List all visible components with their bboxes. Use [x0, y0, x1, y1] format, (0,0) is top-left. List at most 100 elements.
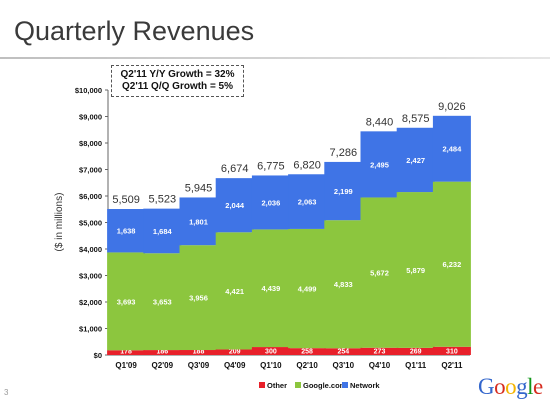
bar-value-label: 273	[374, 349, 386, 356]
bar-value-label: 4,833	[334, 280, 353, 289]
bar-value-label: 4,439	[262, 284, 281, 293]
page-title: Quarterly Revenues	[14, 16, 255, 46]
bar-value-label: 5,879	[406, 266, 425, 275]
bar-google-com	[251, 229, 290, 348]
bar-value-label: 5,672	[370, 269, 389, 278]
bar-value-label: 1,638	[117, 227, 136, 236]
bar-google-com	[143, 253, 182, 351]
bar-value-label: 2,063	[298, 198, 317, 207]
growth-callout: Q2'11 Y/Y Growth = 32% Q2'11 Q/Q Growth …	[111, 65, 244, 97]
y-axis-title: ($ in millions)	[54, 193, 65, 252]
x-tick-label: Q4'09	[224, 361, 246, 370]
bar-network	[360, 131, 399, 198]
bar-value-label: 6,232	[443, 260, 462, 269]
bar-network	[251, 175, 290, 230]
title-divider	[0, 57, 550, 59]
x-tick-label: Q3'09	[188, 361, 210, 370]
bar-google-com	[107, 252, 146, 351]
bar-network	[288, 174, 327, 229]
bar-total-label: 6,674	[221, 163, 249, 175]
bar-value-label: 254	[337, 349, 349, 356]
bar-other	[432, 346, 471, 355]
legend-swatch	[342, 382, 348, 388]
bar-value-label: 186	[156, 349, 168, 356]
logo-letter: o	[494, 374, 506, 399]
bar-value-label: 2,036	[262, 198, 281, 207]
bar-value-label: 3,653	[153, 298, 172, 307]
bar-other	[179, 350, 218, 355]
bar-other	[215, 349, 254, 355]
bar-network	[179, 197, 218, 246]
x-tick-label: Q1'09	[115, 361, 137, 370]
bar-google-com	[215, 232, 254, 350]
bar-other	[251, 347, 290, 355]
bar-google-com	[360, 197, 399, 348]
bar-value-label: 310	[446, 349, 458, 356]
bar-network	[143, 208, 182, 254]
callout-yoy: Q2'11 Y/Y Growth = 32%	[120, 69, 235, 80]
bar-other	[288, 348, 327, 355]
bar-total-label: 8,575	[402, 113, 430, 125]
y-tick-label: $8,000	[79, 139, 102, 148]
bar-value-label: 3,693	[117, 297, 136, 306]
bar-value-label: 3,956	[189, 294, 208, 303]
bar-total-label: 9,026	[438, 101, 466, 113]
bar-value-label: 188	[193, 349, 205, 356]
bar-total-label: 7,286	[330, 147, 358, 159]
y-tick-label: $4,000	[79, 245, 102, 254]
y-tick-label: $9,000	[79, 113, 102, 122]
page-number: 3	[4, 388, 9, 397]
bar-google-com	[288, 228, 327, 349]
bar-total-label: 5,509	[112, 194, 140, 206]
legend-label: Network	[350, 381, 380, 390]
bar-total-label: 5,945	[185, 182, 213, 194]
logo-letter: o	[505, 374, 517, 399]
x-tick-label: Q3'10	[333, 361, 355, 370]
bar-total-label: 6,820	[293, 159, 321, 171]
y-tick-label: $3,000	[79, 272, 102, 281]
bar-network	[324, 161, 363, 221]
y-tick-label: $10,000	[75, 86, 102, 95]
legend-swatch	[259, 382, 265, 388]
y-tick-label: $5,000	[79, 219, 102, 228]
bar-value-label: 178	[120, 349, 132, 356]
bar-value-label: 2,427	[406, 156, 425, 165]
bar-total-label: 6,775	[257, 160, 285, 172]
bar-value-label: 269	[410, 349, 422, 356]
x-tick-label: Q2'09	[152, 361, 174, 370]
y-tick-label: $6,000	[79, 192, 102, 201]
callout-qoq: Q2'11 Q/Q Growth = 5%	[121, 81, 234, 92]
x-tick-label: Q1'11	[405, 361, 427, 370]
bar-value-label: 2,495	[370, 160, 389, 169]
bar-other	[360, 347, 399, 355]
bar-network	[107, 209, 146, 253]
bar-value-label: 4,421	[225, 287, 244, 296]
x-tick-label: Q1'10	[260, 361, 282, 370]
legend-label: Other	[267, 381, 287, 390]
bar-value-label: 4,499	[298, 285, 317, 294]
bar-google-com	[179, 245, 218, 351]
x-tick-label: Q2'11	[441, 361, 463, 370]
bar-total-label: 5,523	[149, 194, 177, 206]
y-tick-label: $2,000	[79, 298, 102, 307]
y-tick-label: $0	[94, 351, 102, 360]
bar-value-label: 1,684	[153, 227, 173, 236]
bar-google-com	[432, 181, 471, 347]
legend-label: Google.com	[303, 381, 347, 390]
bar-value-label: 300	[265, 349, 277, 356]
logo-letter: G	[478, 374, 495, 399]
bar-google-com	[396, 192, 435, 348]
bar-other	[324, 348, 363, 355]
bar-google-com	[324, 220, 363, 349]
x-tick-label: Q2'10	[296, 361, 318, 370]
bar-value-label: 209	[229, 349, 241, 356]
bar-network	[432, 115, 471, 182]
bar-value-label: 2,484	[443, 145, 463, 154]
bar-network	[396, 127, 435, 193]
logo-letter: g	[516, 374, 528, 399]
bar-value-label: 258	[301, 349, 313, 356]
legend-swatch	[295, 382, 301, 388]
bar-other	[107, 350, 146, 355]
bar-other	[143, 350, 182, 355]
